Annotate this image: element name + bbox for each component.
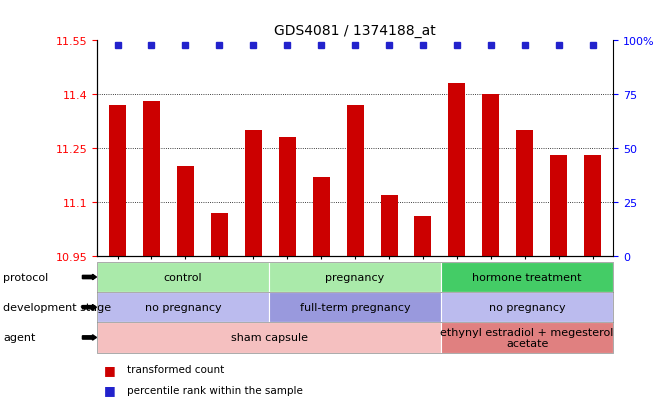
Text: hormone treatment: hormone treatment (472, 272, 582, 282)
Title: GDS4081 / 1374188_at: GDS4081 / 1374188_at (274, 24, 436, 38)
Bar (245, 131, 262, 256)
Text: full-term pregnancy: full-term pregnancy (299, 302, 411, 313)
Bar (211, 213, 228, 256)
Text: ethynyl estradiol + megesterol
acetate: ethynyl estradiol + megesterol acetate (440, 327, 614, 349)
Bar (550, 156, 567, 256)
Bar (584, 156, 601, 256)
Text: sham capsule: sham capsule (230, 332, 308, 343)
Text: ■: ■ (104, 363, 116, 376)
Text: transformed count: transformed count (127, 364, 224, 374)
Bar (177, 166, 194, 256)
Bar (279, 138, 295, 256)
Bar (109, 106, 126, 256)
Bar (482, 95, 499, 256)
Text: no pregnancy: no pregnancy (145, 302, 222, 313)
Bar (143, 102, 160, 256)
Text: agent: agent (3, 332, 36, 343)
Text: percentile rank within the sample: percentile rank within the sample (127, 385, 303, 395)
Bar (415, 217, 431, 256)
Bar (381, 195, 397, 256)
Bar (448, 84, 466, 256)
Text: no pregnancy: no pregnancy (488, 302, 565, 313)
Bar (517, 131, 533, 256)
Bar (313, 177, 330, 256)
Text: pregnancy: pregnancy (326, 272, 385, 282)
Text: development stage: development stage (3, 302, 111, 313)
Text: ■: ■ (104, 383, 116, 396)
Text: protocol: protocol (3, 272, 49, 282)
Bar (346, 106, 364, 256)
Text: control: control (164, 272, 202, 282)
